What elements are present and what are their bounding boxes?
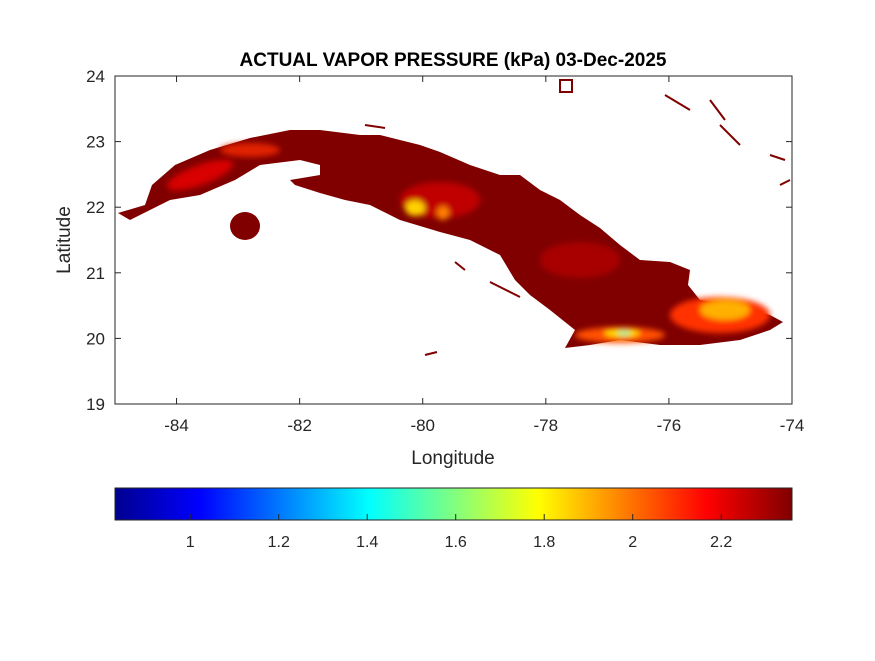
colorbar-tick-label: 1.8 <box>533 534 555 551</box>
x-tick-label: -80 <box>410 416 435 435</box>
y-tick-label: 24 <box>86 67 105 86</box>
colorbar-tick-label: 1.6 <box>445 534 467 551</box>
colorbar-tick-label: 1 <box>186 534 195 551</box>
x-tick-label: -82 <box>287 416 312 435</box>
colorbar-tick-label: 1.4 <box>356 534 378 551</box>
y-tick-label: 20 <box>86 329 105 348</box>
colorbar-tick-label: 2 <box>628 534 637 551</box>
isla-de-la-juventud <box>230 212 260 240</box>
x-axis-label: Longitude <box>411 448 494 469</box>
y-tick-label: 22 <box>86 198 105 217</box>
x-tick-label: -84 <box>164 416 189 435</box>
map-field <box>118 79 791 356</box>
colorbar-tick-label: 1.2 <box>268 534 290 551</box>
x-tick-label: -76 <box>657 416 682 435</box>
x-tick-label: -74 <box>780 416 805 435</box>
colorbar <box>114 487 793 521</box>
cuba-main-island <box>118 130 783 348</box>
colorbar-ticks: 1 1.2 1.4 1.6 1.8 2 2.2 <box>186 514 732 551</box>
x-axis: -84 -82 -80 -78 -76 -74 <box>164 76 804 435</box>
y-tick-label: 19 <box>86 395 105 414</box>
x-tick-label: -78 <box>534 416 559 435</box>
chart-title: ACTUAL VAPOR PRESSURE (kPa) 03-Dec-2025 <box>240 50 667 71</box>
y-axis-label: Latitude <box>54 206 75 274</box>
keys-and-islets <box>364 79 791 356</box>
axes-box <box>114 75 793 405</box>
y-tick-label: 23 <box>86 133 105 152</box>
y-axis: 19 20 21 22 23 24 <box>86 67 792 414</box>
colorbar-tick-label: 2.2 <box>710 534 732 551</box>
field-anomalies <box>166 143 770 343</box>
y-tick-label: 21 <box>86 264 105 283</box>
